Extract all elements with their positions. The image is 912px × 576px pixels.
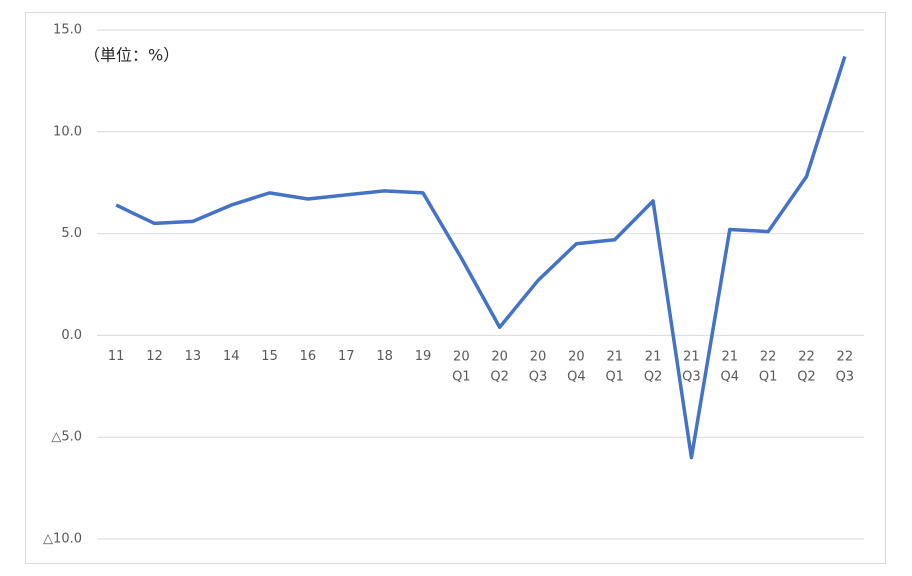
y-tick-label: △10.0	[43, 532, 82, 547]
x-tick-label: 20 Q4	[567, 349, 586, 384]
chart-border	[25, 12, 886, 564]
x-tick-label: 16	[300, 349, 317, 364]
x-tick-label: 19	[415, 349, 432, 364]
x-tick-label: 17	[338, 349, 355, 364]
x-tick-label: 21 Q4	[721, 349, 740, 384]
x-tick-label: 14	[223, 349, 240, 364]
data-line	[115, 55, 847, 460]
x-tick-label: 20 Q3	[529, 349, 548, 384]
x-tick-label: 21 Q3	[682, 349, 701, 384]
x-tick-label: 22 Q2	[797, 349, 816, 384]
y-tick-label: 5.0	[61, 226, 82, 241]
x-tick-label: 21 Q1	[605, 349, 624, 384]
x-tick-label: 22 Q3	[836, 349, 855, 384]
y-tick-label: 10.0	[53, 124, 82, 139]
x-tick-label: 12	[146, 349, 163, 364]
x-tick-label: 13	[185, 349, 202, 364]
y-tick-label: △5.0	[51, 430, 82, 445]
x-tick-label: 15	[261, 349, 278, 364]
x-tick-label: 18	[376, 349, 393, 364]
y-tick-label: 0.0	[61, 328, 82, 343]
x-tick-label: 20 Q1	[452, 349, 471, 384]
x-tick-label: 20 Q2	[490, 349, 509, 384]
y-tick-label: 15.0	[53, 23, 82, 38]
x-tick-label: 21 Q2	[644, 349, 663, 384]
x-tick-label: 11	[108, 349, 125, 364]
x-tick-label: 22 Q1	[759, 349, 778, 384]
unit-annotation: （単位：%）	[84, 46, 179, 65]
